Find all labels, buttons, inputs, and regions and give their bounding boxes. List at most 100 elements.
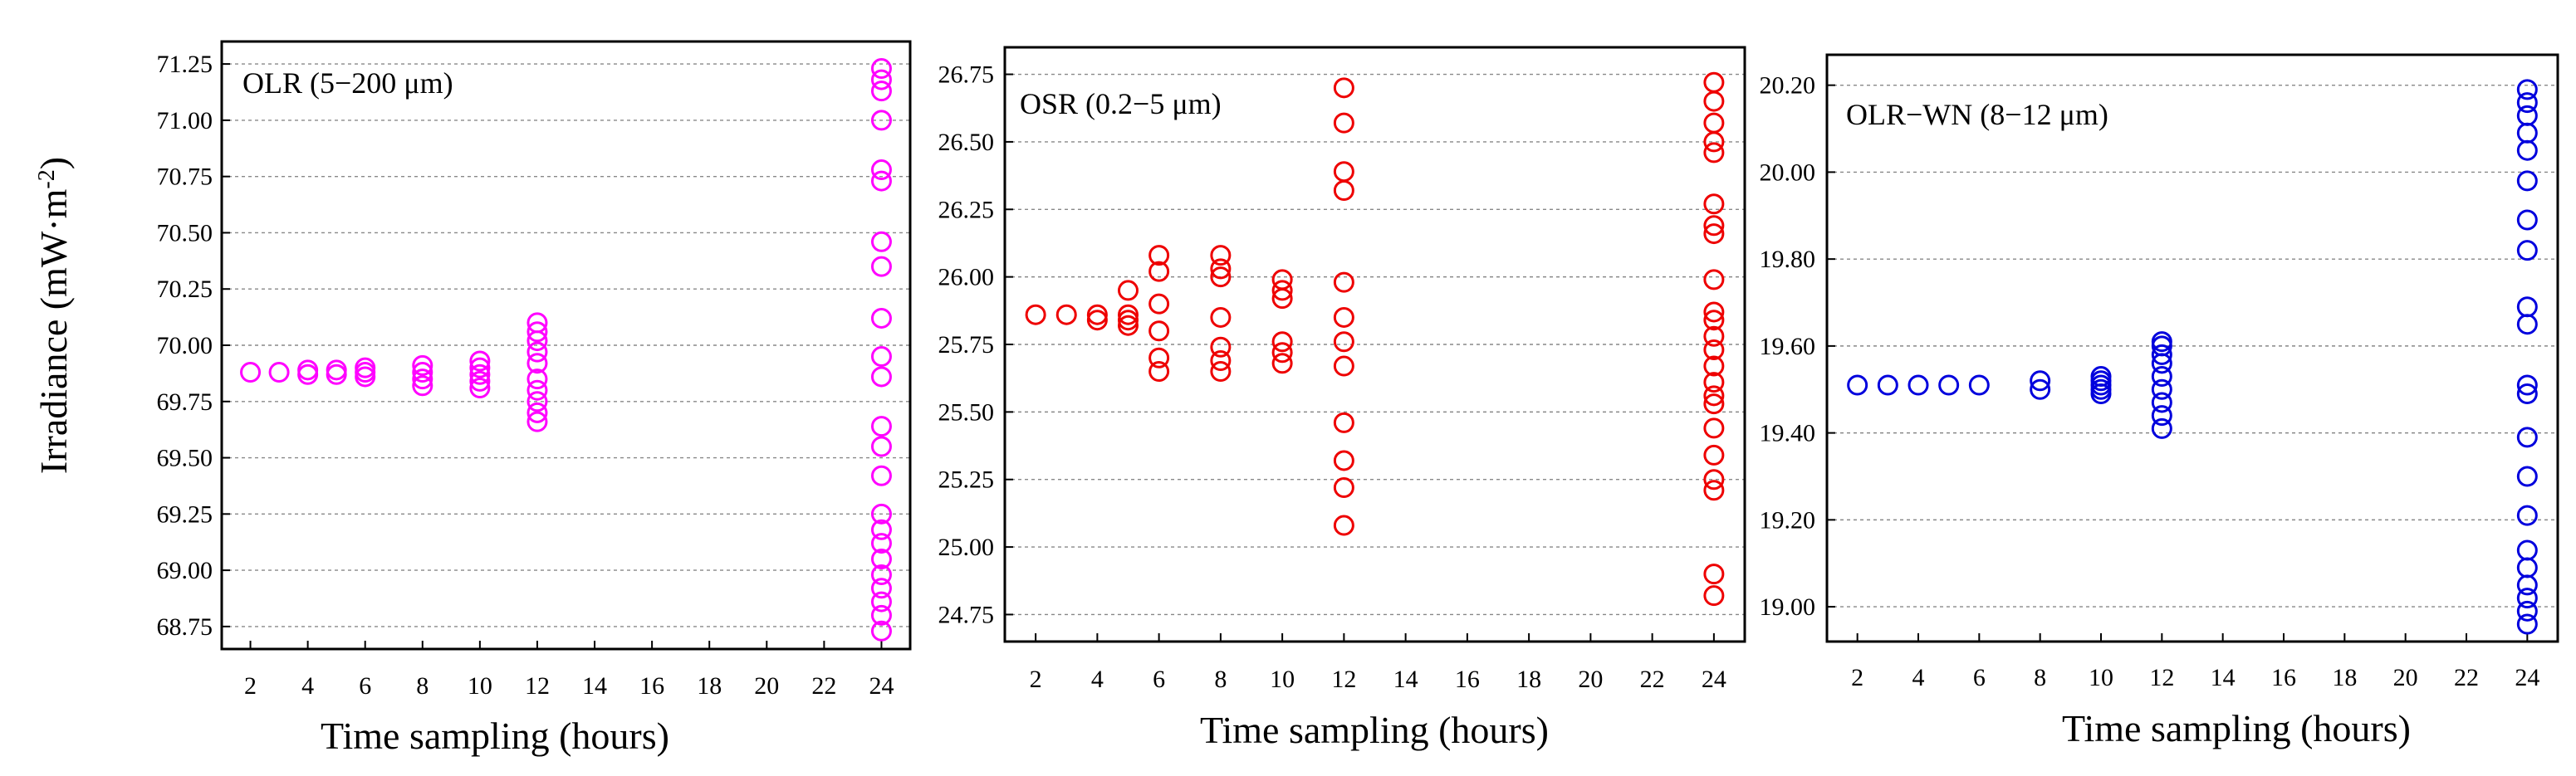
data-point [870,416,892,437]
data-point [526,321,548,343]
data-point [1333,306,1354,328]
data-point [1210,258,1232,280]
data-point [1703,301,1725,323]
data-point [2516,105,2538,126]
x-tick-label: 22 [2454,664,2479,691]
x-tick-label: 4 [1091,666,1104,693]
data-point [240,362,262,383]
data-point [2516,574,2538,596]
data-point [1271,269,1293,290]
data-point [1703,469,1725,490]
data-point [412,354,433,376]
y-tick-label: 25.25 [938,466,995,494]
y-tick-label: 68.75 [157,613,213,641]
data-point [1333,355,1354,377]
y-tick-label: 70.75 [157,163,213,191]
data-point [2516,79,2538,100]
data-point [2030,378,2051,400]
x-tick-label: 22 [1640,666,1665,693]
data-point [1333,412,1354,433]
data-point [469,370,491,392]
x-tick-label: 2 [244,672,257,700]
data-point [469,378,491,399]
y-tick-label: 70.00 [157,332,213,359]
y-tick-label: 25.75 [938,331,995,359]
data-point [2516,139,2538,161]
panel-label: OLR−WN (8−12 μm) [1846,98,2108,131]
data-point [2516,427,2538,448]
data-point [1333,450,1354,471]
y-tick-label: 69.50 [157,445,213,472]
data-point [870,346,892,368]
data-point [1333,161,1354,183]
data-point [1148,245,1170,266]
y-tick-label: 19.60 [1760,333,1816,360]
y-tick-label: 19.80 [1760,246,1816,273]
data-point [2516,613,2538,635]
y-tick-label: 20.20 [1760,72,1816,100]
data-point [469,364,491,385]
data-point [870,591,892,613]
data-point [1271,342,1293,364]
x-tick-label: 12 [1331,666,1356,693]
data-point [1703,142,1725,163]
data-point [870,110,892,131]
data-point [2516,600,2538,622]
x-tick-label: 14 [2211,664,2236,691]
x-tick-label: 24 [2515,664,2539,691]
data-point [526,341,548,363]
y-tick-label: 24.75 [938,601,995,628]
data-point [870,519,892,540]
data-point [2516,557,2538,578]
data-point [526,379,548,401]
x-tick-label: 2 [1851,664,1863,691]
data-point [1703,131,1725,153]
data-point [1847,374,1868,396]
data-point [1908,374,1929,396]
data-point [1210,361,1232,383]
data-point [2516,383,2538,404]
data-point [1148,361,1170,383]
data-point [412,362,433,383]
data-point [469,357,491,378]
x-tick-label: 20 [1578,666,1603,693]
data-point [1025,304,1046,325]
data-point [1118,315,1139,336]
data-point [1055,304,1077,325]
data-point [870,231,892,252]
data-point [1333,77,1354,99]
y-axis-title: Irradiance (mW·m-2) [32,157,75,474]
panel-olr: OLR (5−200 μm) Irradiance (mW·m-2) Time … [32,40,912,757]
data-point [2030,370,2051,392]
data-point [1703,269,1725,290]
data-point [1703,325,1725,347]
data-point [2151,331,2172,353]
x-tick-label: 16 [2271,664,2296,691]
data-point [1333,515,1354,536]
data-point [2516,296,2538,318]
data-point [1086,310,1108,331]
y-tick-label: 71.25 [157,51,213,78]
x-tick-label: 8 [2034,664,2046,691]
data-point [1210,336,1232,358]
plot-frame [1003,46,1746,643]
x-tick-label: 12 [2149,664,2174,691]
data-point [1703,372,1725,393]
y-tick-label: 25.00 [938,534,995,561]
x-tick-label: 14 [1393,666,1418,693]
data-point [2516,92,2538,114]
data-point [1118,280,1139,301]
x-tick-label: 10 [2089,664,2113,691]
data-point [870,578,892,599]
data-point [1703,393,1725,415]
x-tick-label: 4 [1912,664,1925,691]
data-point [1703,480,1725,501]
data-point [1118,304,1139,325]
plot-frame [220,40,912,651]
data-point [2516,588,2538,609]
data-point [870,58,892,80]
x-tick-label: 18 [1516,666,1541,693]
data-point [870,549,892,570]
data-point [2151,366,2172,388]
